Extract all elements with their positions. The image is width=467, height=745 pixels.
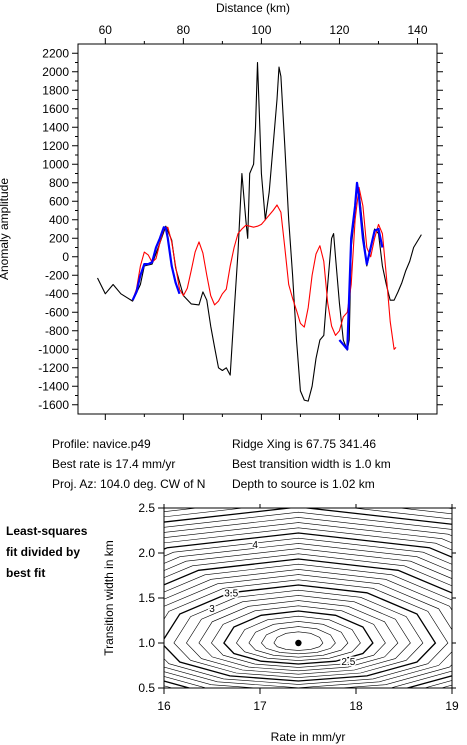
contour-line	[223, 610, 374, 665]
top-y-tick-label: 2200	[42, 46, 69, 60]
top-y-tick-label: -1600	[38, 398, 69, 412]
contour-line	[248, 621, 349, 658]
top-y-tick-label: -600	[45, 305, 69, 319]
bottom-axes: 16 17 18 19 0.5 1.0 1.5 2.0 2.5	[138, 501, 459, 713]
series-line-2	[131, 226, 181, 301]
contour-line	[164, 574, 452, 688]
top-y-tick-label: 200	[49, 231, 69, 245]
top-y-axis-title: Anomaly amplitude	[0, 178, 11, 280]
contour-line	[164, 558, 452, 688]
contour-label: 3	[209, 604, 215, 615]
series-line-1	[132, 186, 397, 350]
contour-line	[198, 600, 399, 672]
note-line-3: best fit	[6, 566, 46, 580]
contour-line	[164, 527, 452, 551]
profile-text: Profile: navice.p49	[52, 437, 151, 451]
top-x-tick-label: 140	[407, 23, 427, 37]
top-y-tick-label: -1400	[38, 379, 69, 393]
contour-line	[273, 631, 324, 651]
bottom-x-tick-label: 18	[349, 699, 363, 713]
bottom-x-tick-label: 16	[157, 699, 171, 713]
top-y-tick-label: -400	[45, 287, 69, 301]
top-y-tick-label: 1000	[42, 157, 69, 171]
contour-line	[173, 589, 424, 678]
top-x-tick-label: 60	[99, 23, 113, 37]
top-x-axis-title: Distance (km)	[216, 1, 290, 15]
bottom-y-tick-label: 1.0	[138, 636, 155, 650]
top-y-tick-label: 600	[49, 194, 69, 208]
series-line-0	[97, 61, 422, 402]
bottom-y-tick-label: 0.5	[138, 681, 155, 695]
proj-az-text: Proj. Az: 104.0 deg. CW of N	[52, 477, 206, 491]
transition-width-text: Best transition width is 1.0 km	[232, 457, 391, 471]
contour-line	[164, 553, 452, 688]
top-y-tick-label: -1000	[38, 342, 69, 356]
top-x-tick-label: 120	[329, 23, 349, 37]
ridge-xing-text: Ridge Xing is 67.75 341.46	[232, 437, 377, 451]
series-line-3	[338, 181, 384, 351]
top-y-tick-label: 1400	[42, 120, 69, 134]
contour-line	[164, 517, 452, 537]
top-y-tick-label: 2000	[42, 65, 69, 79]
contour-line	[164, 532, 452, 558]
bottom-y-tick-label: 2.5	[138, 501, 155, 515]
contour-label: 2.5	[341, 657, 355, 668]
top-axes: 60 80 100 120 140 -1600 -1400 -1200 -1000 -800 -60…	[38, 23, 443, 420]
depth-text: Depth to source is 1.02 km	[232, 477, 375, 491]
top-y-tick-label: -800	[45, 324, 69, 338]
top-y-tick-label: 1200	[42, 139, 69, 153]
contour-label: 3.5	[224, 589, 238, 600]
bottom-x-tick-label: 19	[445, 699, 459, 713]
top-y-tick-label: -200	[45, 268, 69, 282]
top-frame	[77, 43, 438, 415]
top-y-tick-label: 1800	[42, 83, 69, 97]
top-y-tick-label: -1200	[38, 361, 69, 375]
contour-line	[186, 595, 411, 675]
bottom-y-tick-label: 1.5	[138, 591, 155, 605]
contour-line	[164, 548, 452, 688]
contour-line	[164, 543, 452, 572]
note-line-1: Least-squares	[6, 524, 88, 538]
contour-labels: 4 3.5 3 2.5	[208, 538, 357, 669]
contour-line	[211, 605, 386, 668]
bottom-x-tick-label: 17	[253, 699, 267, 713]
top-x-tick-label: 80	[177, 23, 191, 37]
top-x-tick-label: 100	[251, 23, 271, 37]
contour-line	[164, 563, 452, 688]
top-series-group	[97, 61, 422, 402]
top-y-tick-label: 800	[49, 176, 69, 190]
best-fit-marker	[295, 639, 302, 647]
contour-label: 4	[252, 540, 258, 551]
bottom-x-axis-title: Rate in mm/yr	[271, 730, 346, 744]
contour-lines	[164, 508, 452, 688]
bottom-y-tick-label: 2.0	[138, 546, 155, 560]
contour-line	[164, 522, 452, 544]
bottom-y-axis-title: Transition width in km	[102, 540, 116, 656]
top-y-tick-label: 1600	[42, 102, 69, 116]
contour-line	[236, 615, 361, 661]
contour-line	[164, 569, 452, 688]
top-y-tick-label: 0	[62, 250, 69, 264]
contour-line	[164, 537, 452, 565]
note-line-2: fit divided by	[6, 545, 81, 559]
top-y-tick-label: 400	[49, 213, 69, 227]
best-rate-text: Best rate is 17.4 mm/yr	[52, 457, 176, 471]
contour-line	[164, 584, 437, 682]
contour-line	[261, 626, 336, 655]
contour-line	[164, 579, 449, 685]
